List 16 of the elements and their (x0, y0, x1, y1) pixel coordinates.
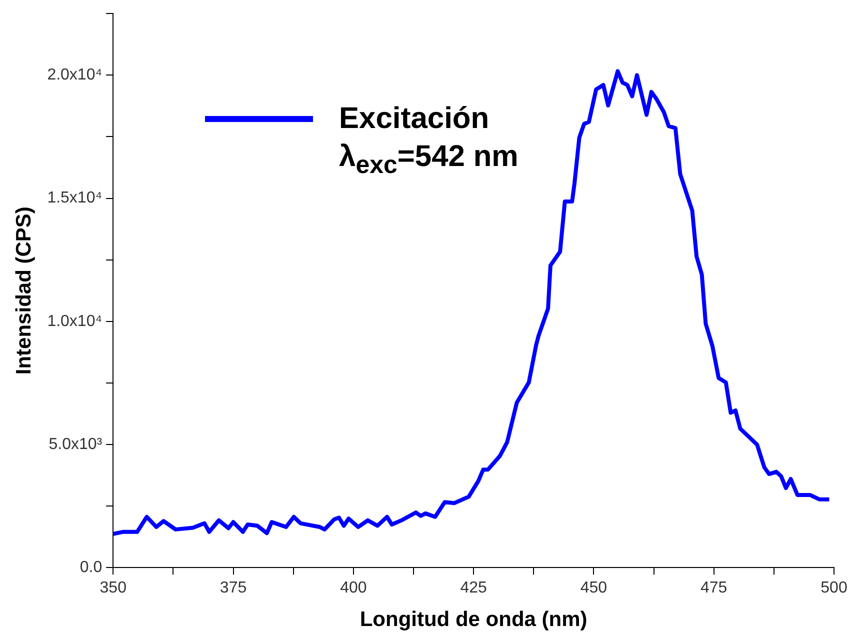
x-tick-label: 500 (820, 580, 848, 597)
x-tick-label: 450 (580, 580, 608, 597)
x-axis-title: Longitud de onda (nm) (360, 608, 588, 632)
x-tick-label: 425 (460, 580, 487, 597)
y-tick-label: 1.5x10⁴ (47, 190, 102, 207)
y-tick-label: 2.0x10⁴ (47, 66, 102, 84)
y-tick-label: 5.0x10³ (48, 436, 103, 453)
x-tick-label: 375 (220, 580, 247, 597)
x-tick-label: 350 (100, 580, 127, 597)
x-tick-label: 400 (340, 580, 367, 597)
x-tick-label: 475 (700, 580, 728, 597)
y-tick-label: 1.0x10⁴ (47, 312, 102, 330)
annotation: λ$_{exc}$=542 nm (339, 139, 518, 181)
y-tick-label: 0.0 (80, 559, 102, 576)
y-axis-title: Intensidad (CPS) (12, 206, 36, 375)
legend-label: Excitación (339, 101, 490, 137)
